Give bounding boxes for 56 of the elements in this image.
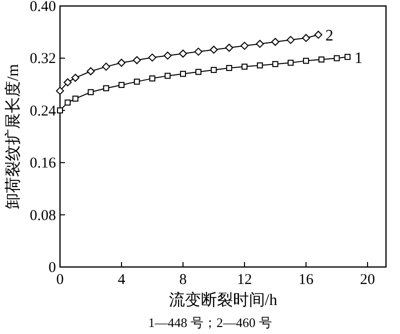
x-tick-label: 16 [298,272,314,288]
point [195,68,202,75]
y-axis-title: 卸荷裂纹扩展长度/m [4,64,22,209]
x-tick-label: 8 [179,272,187,288]
point [148,54,156,62]
point [102,62,110,71]
point [88,89,94,96]
point [303,58,310,64]
series-label: 2 [325,28,334,45]
point [226,64,232,71]
point [272,61,278,68]
x-tick-label: 20 [360,272,376,288]
point [132,56,141,64]
y-tick-label: 0.24 [30,103,56,120]
y-tick-label: 0 [48,260,56,276]
point [118,58,126,67]
point [256,62,263,68]
x-tick-label: 4 [118,272,126,288]
point [256,40,264,48]
point [71,74,80,82]
point [271,38,280,46]
point [164,52,172,60]
point [56,86,64,95]
point [86,67,95,76]
point [314,30,322,39]
point [302,34,310,42]
y-tick-label: 0.16 [30,156,56,172]
series-label: 1 [354,50,363,67]
x-tick-label: 12 [237,272,252,288]
text: 1—448 号；2—460 号 [148,315,272,330]
point [334,55,340,62]
point [72,96,78,102]
y-tick-label: 0.32 [30,51,56,68]
point [64,78,72,86]
x-axis-title: 流变断裂时间/h [168,291,278,309]
point [179,50,188,58]
point [118,82,125,88]
point [103,85,110,92]
point [64,100,71,106]
point [242,64,248,70]
point [149,75,156,82]
point [225,44,234,52]
y-tick-label: 0.40 [30,0,56,15]
point [344,54,351,60]
point [286,36,295,44]
y-tick-label: 0.08 [30,208,56,224]
point [240,42,249,50]
point [57,107,63,114]
point [210,46,218,54]
point [134,78,140,85]
point [288,60,294,66]
point [180,70,186,77]
point [164,72,171,79]
point [318,56,324,63]
point [210,66,217,73]
point [194,48,202,56]
